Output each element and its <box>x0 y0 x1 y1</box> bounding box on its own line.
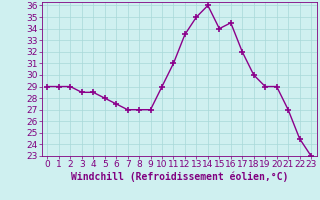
X-axis label: Windchill (Refroidissement éolien,°C): Windchill (Refroidissement éolien,°C) <box>70 172 288 182</box>
